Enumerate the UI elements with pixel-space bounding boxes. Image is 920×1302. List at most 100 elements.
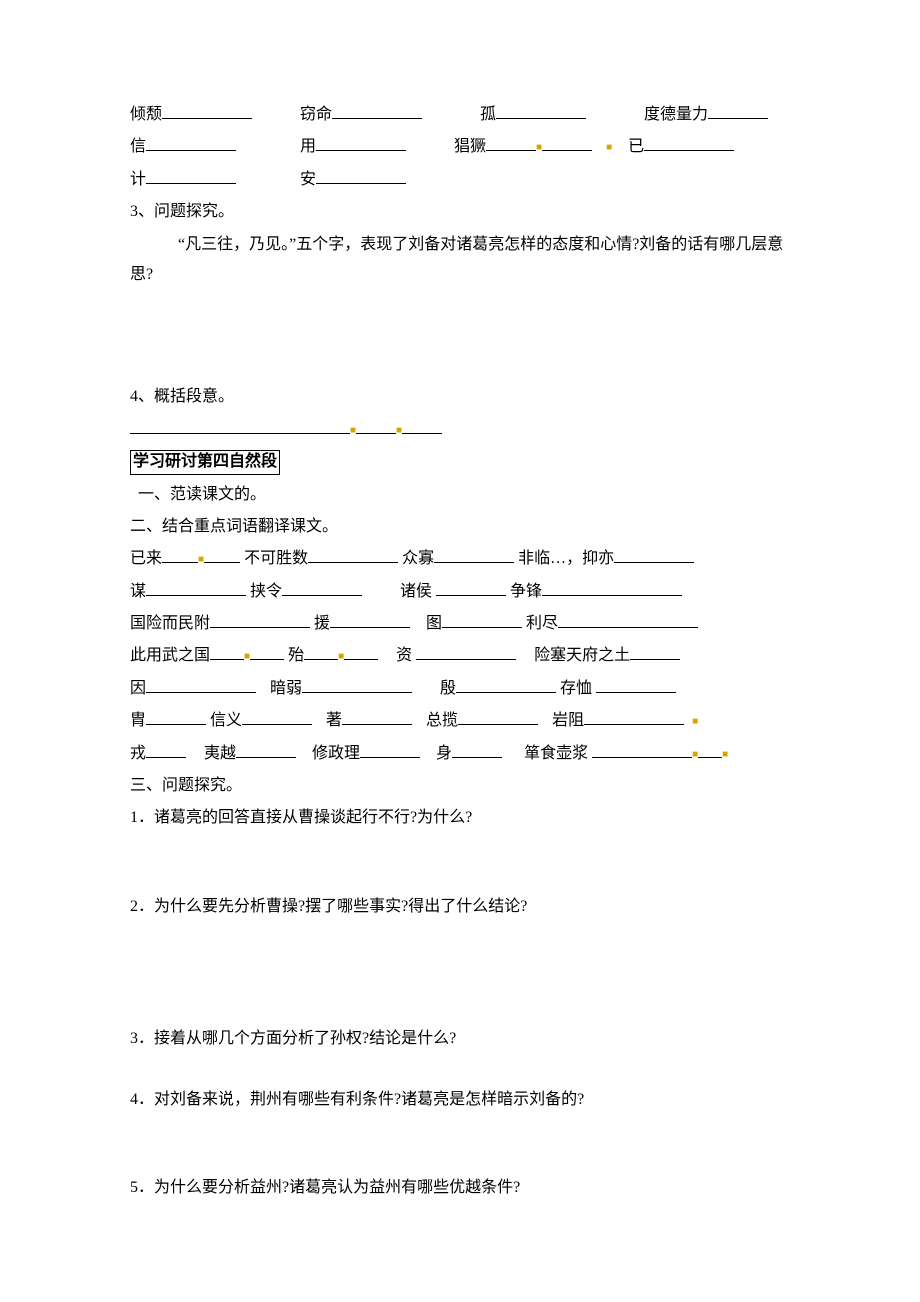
blank bbox=[204, 546, 240, 564]
blank bbox=[698, 740, 722, 758]
section-title-row: 学习研讨第四自然段 bbox=[130, 447, 790, 477]
problem-1: 1．诸葛亮的回答直接从曹操谈起行不行?为什么? bbox=[130, 803, 790, 833]
blank bbox=[486, 134, 536, 152]
blank bbox=[584, 708, 684, 726]
blank bbox=[558, 610, 698, 628]
dot-icon: ■ bbox=[396, 425, 402, 436]
dot-icon: ■ bbox=[722, 749, 728, 760]
word: 身 bbox=[436, 745, 452, 762]
word: 此用武之国 bbox=[130, 647, 210, 664]
question-3-title: 3、问题探究。 bbox=[130, 197, 790, 227]
word: 国险而民附 bbox=[130, 615, 210, 632]
blank bbox=[130, 416, 350, 434]
blank bbox=[644, 134, 734, 152]
word: 修政理 bbox=[312, 745, 360, 762]
problem-4: 4．对刘备来说，荆州有哪些有利条件?诸葛亮是怎样暗示刘备的? bbox=[130, 1085, 790, 1115]
dot-icon: ■ bbox=[198, 554, 204, 565]
word: 夷越 bbox=[204, 745, 236, 762]
blank bbox=[442, 610, 522, 628]
vocab-line-2: 谋 挟令 诸侯 争锋 bbox=[130, 577, 790, 607]
blank bbox=[146, 708, 206, 726]
word: 戎 bbox=[130, 745, 146, 762]
word: 倾颓 bbox=[130, 106, 162, 123]
word: 殷 bbox=[440, 680, 456, 697]
word: 殆 bbox=[288, 647, 304, 664]
problem-3: 3．接着从哪几个方面分析了孙权?结论是什么? bbox=[130, 1024, 790, 1054]
blank bbox=[596, 675, 676, 693]
word: 度德量力 bbox=[644, 106, 708, 123]
blank bbox=[146, 134, 236, 152]
word: 安 bbox=[300, 171, 316, 188]
blank bbox=[458, 708, 538, 726]
blank bbox=[316, 166, 406, 184]
blank bbox=[708, 101, 768, 119]
question-4-title: 4、概括段意。 bbox=[130, 382, 790, 412]
word: 著 bbox=[326, 712, 342, 729]
word: 众寡 bbox=[402, 550, 434, 567]
blank bbox=[304, 643, 338, 661]
answer-line: ■■ bbox=[130, 415, 790, 445]
blank bbox=[434, 546, 514, 564]
blank bbox=[592, 740, 692, 758]
blank bbox=[360, 740, 420, 758]
blank bbox=[630, 643, 680, 661]
word: 信 bbox=[130, 138, 146, 155]
word: 箪食壶浆 bbox=[524, 745, 588, 762]
blank bbox=[356, 416, 396, 434]
blank bbox=[210, 610, 310, 628]
blank bbox=[282, 578, 362, 596]
word: 用 bbox=[300, 138, 316, 155]
blank bbox=[308, 546, 398, 564]
vocab-row-3: 计 安 bbox=[130, 165, 790, 195]
word: 岩阻 bbox=[552, 712, 584, 729]
blank bbox=[614, 546, 694, 564]
problem-2: 2．为什么要先分析曹操?摆了哪些事实?得出了什么结论? bbox=[130, 892, 790, 922]
word: 不可胜数 bbox=[244, 550, 308, 567]
word: 已 bbox=[628, 138, 644, 155]
word: 已来 bbox=[130, 550, 162, 567]
blank bbox=[436, 578, 506, 596]
blank bbox=[330, 610, 410, 628]
problem-5: 5．为什么要分析益州?诸葛亮认为益州有哪些优越条件? bbox=[130, 1173, 790, 1203]
blank bbox=[542, 578, 682, 596]
dot-icon: ■ bbox=[350, 425, 356, 436]
vocab-line-5: 因 暗弱 殷 存恤 bbox=[130, 674, 790, 704]
word: 挟令 bbox=[250, 583, 282, 600]
word: 窃命 bbox=[300, 106, 332, 123]
word: 总揽 bbox=[426, 712, 458, 729]
blank bbox=[344, 643, 378, 661]
section-title: 学习研讨第四自然段 bbox=[130, 450, 280, 474]
word: 险塞天府之土 bbox=[534, 647, 630, 664]
word: 胄 bbox=[130, 712, 146, 729]
word: 计 bbox=[130, 171, 146, 188]
blank bbox=[146, 578, 246, 596]
sub-1: 一、范读课文的。 bbox=[130, 480, 790, 510]
word: 猖獗 bbox=[454, 138, 486, 155]
blank bbox=[342, 708, 412, 726]
word: 因 bbox=[130, 680, 146, 697]
word: 非临…，抑亦 bbox=[518, 550, 614, 567]
blank bbox=[452, 740, 502, 758]
blank bbox=[146, 166, 236, 184]
vocab-line-4: 此用武之国■ 殆■ 资 险塞天府之土 bbox=[130, 641, 790, 671]
vocab-line-6: 胄 信义 著 总揽 岩阻 ■ bbox=[130, 706, 790, 736]
blank bbox=[162, 101, 252, 119]
word: 图 bbox=[426, 615, 442, 632]
vocab-row-2: 信 用 猖獗■ ■ 已 bbox=[130, 132, 790, 162]
sub-3: 三、问题探究。 bbox=[130, 771, 790, 801]
blank bbox=[162, 546, 198, 564]
blank bbox=[332, 101, 422, 119]
vocab-line-7: 戎 夷越 修政理 身 箪食壶浆 ■■ bbox=[130, 739, 790, 769]
vocab-row-1: 倾颓 窃命 孤 度德量力 bbox=[130, 100, 790, 130]
blank bbox=[316, 134, 406, 152]
word: 存恤 bbox=[560, 680, 592, 697]
word: 孤 bbox=[480, 106, 496, 123]
blank bbox=[402, 416, 442, 434]
word: 资 bbox=[396, 647, 412, 664]
blank bbox=[242, 708, 312, 726]
dot-icon: ■ bbox=[606, 142, 612, 153]
sub-2: 二、结合重点词语翻译课文。 bbox=[130, 512, 790, 542]
blank bbox=[416, 643, 516, 661]
word: 谋 bbox=[130, 583, 146, 600]
dot-icon: ■ bbox=[692, 716, 698, 727]
